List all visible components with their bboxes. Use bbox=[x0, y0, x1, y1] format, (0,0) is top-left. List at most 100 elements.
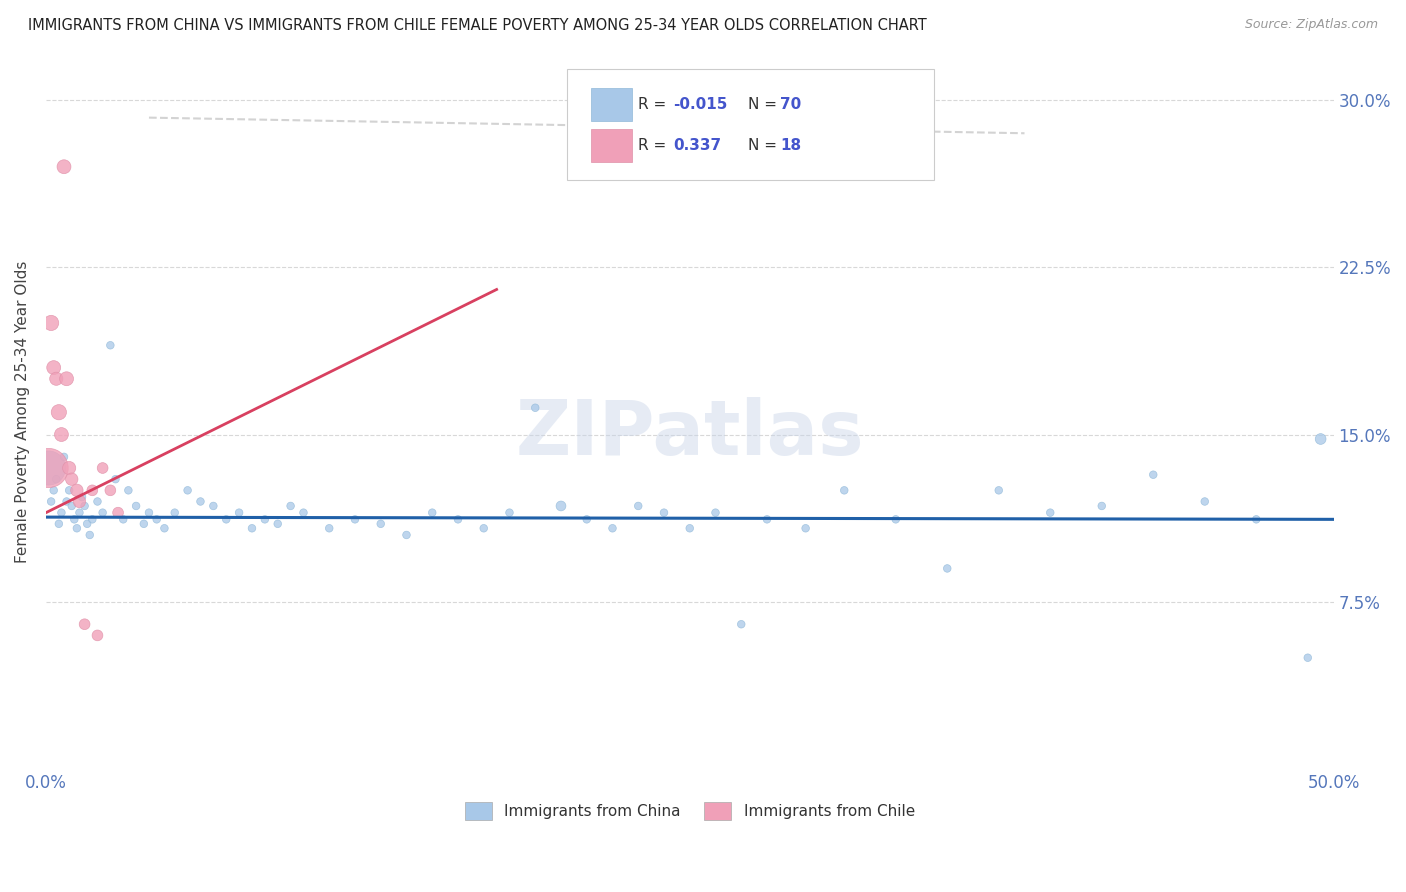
Point bbox=[51, 506, 73, 520]
Point bbox=[280, 499, 302, 513]
Text: N =: N = bbox=[748, 138, 782, 153]
Point bbox=[987, 483, 1010, 498]
Point bbox=[66, 483, 89, 498]
Point bbox=[550, 499, 572, 513]
Text: ZIPatlas: ZIPatlas bbox=[516, 397, 865, 471]
Point bbox=[82, 483, 104, 498]
Legend: Immigrants from China, Immigrants from Chile: Immigrants from China, Immigrants from C… bbox=[458, 796, 921, 826]
Point bbox=[48, 405, 70, 419]
Text: IMMIGRANTS FROM CHINA VS IMMIGRANTS FROM CHILE FEMALE POVERTY AMONG 25-34 YEAR O: IMMIGRANTS FROM CHINA VS IMMIGRANTS FROM… bbox=[28, 18, 927, 33]
Point bbox=[73, 617, 96, 632]
Point bbox=[45, 372, 67, 386]
Point bbox=[472, 521, 495, 535]
Text: 70: 70 bbox=[780, 97, 801, 112]
Point bbox=[112, 512, 135, 526]
FancyBboxPatch shape bbox=[591, 129, 631, 162]
Point bbox=[884, 512, 907, 526]
Text: Source: ZipAtlas.com: Source: ZipAtlas.com bbox=[1244, 18, 1378, 31]
Point bbox=[1246, 512, 1268, 526]
Point bbox=[98, 338, 121, 352]
Point bbox=[1142, 467, 1164, 482]
Point bbox=[70, 490, 93, 504]
Point bbox=[42, 360, 65, 375]
Point bbox=[79, 528, 101, 542]
Text: R =: R = bbox=[638, 97, 672, 112]
Point bbox=[215, 512, 238, 526]
Point bbox=[107, 506, 129, 520]
Point bbox=[153, 521, 176, 535]
Point bbox=[55, 494, 77, 508]
Point bbox=[1194, 494, 1216, 508]
FancyBboxPatch shape bbox=[591, 88, 631, 120]
Point bbox=[48, 516, 70, 531]
Point bbox=[1309, 432, 1331, 446]
Point bbox=[794, 521, 817, 535]
Point bbox=[76, 516, 98, 531]
Point bbox=[86, 494, 108, 508]
Point bbox=[163, 506, 186, 520]
Point bbox=[39, 494, 62, 508]
Point bbox=[756, 512, 779, 526]
Point bbox=[39, 316, 62, 330]
Point bbox=[190, 494, 212, 508]
Point bbox=[82, 512, 104, 526]
Point bbox=[730, 617, 752, 632]
Point bbox=[53, 160, 76, 174]
Point bbox=[125, 499, 148, 513]
Point bbox=[253, 512, 276, 526]
Y-axis label: Female Poverty Among 25-34 Year Olds: Female Poverty Among 25-34 Year Olds bbox=[15, 261, 30, 564]
Point bbox=[60, 499, 83, 513]
Point bbox=[575, 512, 598, 526]
Point bbox=[69, 506, 91, 520]
Point bbox=[420, 506, 443, 520]
Text: R =: R = bbox=[638, 138, 676, 153]
Point bbox=[145, 512, 167, 526]
Point bbox=[42, 483, 65, 498]
Point bbox=[832, 483, 855, 498]
Point bbox=[524, 401, 547, 415]
Point bbox=[176, 483, 198, 498]
Point bbox=[63, 512, 86, 526]
Point bbox=[679, 521, 702, 535]
Point bbox=[98, 483, 121, 498]
Point bbox=[202, 499, 225, 513]
Point bbox=[58, 461, 80, 475]
Point bbox=[38, 461, 60, 475]
Point bbox=[627, 499, 650, 513]
Point bbox=[602, 521, 624, 535]
Point bbox=[66, 521, 89, 535]
Point bbox=[58, 483, 80, 498]
Point bbox=[267, 516, 290, 531]
Point bbox=[69, 494, 91, 508]
Point bbox=[447, 512, 470, 526]
Point bbox=[652, 506, 675, 520]
Text: N =: N = bbox=[748, 97, 782, 112]
Point bbox=[53, 450, 76, 464]
Text: -0.015: -0.015 bbox=[673, 97, 727, 112]
Point bbox=[395, 528, 418, 542]
Point bbox=[318, 521, 340, 535]
Point bbox=[1296, 650, 1319, 665]
Point bbox=[60, 472, 83, 486]
Point bbox=[91, 461, 114, 475]
Point bbox=[104, 472, 127, 486]
Point bbox=[55, 372, 77, 386]
Point bbox=[936, 561, 959, 575]
Text: 18: 18 bbox=[780, 138, 801, 153]
Point bbox=[73, 499, 96, 513]
Point bbox=[1039, 506, 1062, 520]
Point bbox=[343, 512, 366, 526]
Point bbox=[51, 427, 73, 442]
Point bbox=[138, 506, 160, 520]
Point bbox=[370, 516, 392, 531]
Point bbox=[86, 628, 108, 642]
Point bbox=[498, 506, 520, 520]
Point bbox=[91, 506, 114, 520]
Point bbox=[117, 483, 139, 498]
Point bbox=[704, 506, 727, 520]
FancyBboxPatch shape bbox=[568, 70, 935, 180]
Point bbox=[240, 521, 263, 535]
Text: 0.337: 0.337 bbox=[673, 138, 721, 153]
Point bbox=[132, 516, 155, 531]
Point bbox=[1091, 499, 1114, 513]
